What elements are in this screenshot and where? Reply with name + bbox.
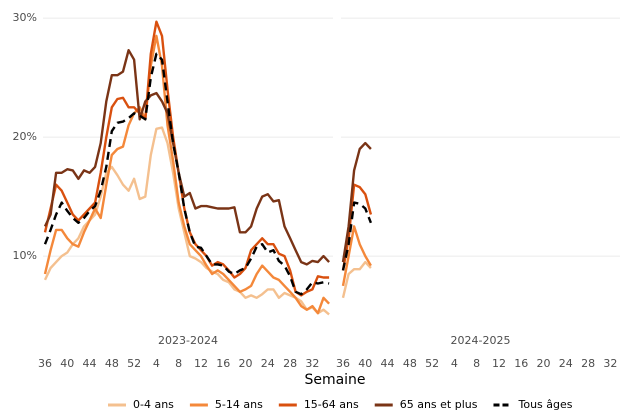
x-tick-label: 20 bbox=[239, 357, 253, 370]
x-tick-label: 24 bbox=[261, 357, 275, 370]
facet-label: 2023-2024 bbox=[158, 334, 218, 347]
y-tick-label: 30% bbox=[13, 11, 37, 24]
x-tick-label: 36 bbox=[336, 357, 350, 370]
x-tick-label: 48 bbox=[403, 357, 417, 370]
series-line bbox=[43, 34, 330, 315]
x-tick-label: 40 bbox=[358, 357, 372, 370]
x-tick-label: 20 bbox=[537, 357, 551, 370]
x-tick-label: 32 bbox=[603, 357, 617, 370]
series-line bbox=[43, 52, 330, 296]
legend-item: 0-4 ans bbox=[108, 398, 174, 411]
x-tick-label: 12 bbox=[194, 357, 208, 370]
series-line bbox=[43, 126, 330, 316]
x-tick-label: 44 bbox=[83, 357, 97, 370]
x-tick-label: 44 bbox=[381, 357, 395, 370]
x-tick-label: 24 bbox=[559, 357, 573, 370]
x-tick-label: 32 bbox=[305, 357, 319, 370]
x-tick-label: 28 bbox=[283, 357, 297, 370]
x-tick-label: 16 bbox=[514, 357, 528, 370]
series-line bbox=[341, 141, 372, 263]
legend-label: 65 ans et plus bbox=[400, 398, 478, 411]
x-tick-label: 40 bbox=[60, 357, 74, 370]
series-line bbox=[341, 225, 372, 287]
legend-item: 15-64 ans bbox=[278, 398, 359, 411]
legend-label: Tous âges bbox=[517, 398, 572, 411]
x-tick-label: 8 bbox=[175, 357, 182, 370]
legend-label: 0-4 ans bbox=[133, 398, 174, 411]
y-tick-label: 10% bbox=[13, 249, 37, 262]
series-line bbox=[43, 49, 330, 266]
series-line bbox=[341, 260, 372, 299]
x-tick-label: 4 bbox=[153, 357, 160, 370]
x-tick-label: 4 bbox=[451, 357, 458, 370]
legend-label: 15-64 ans bbox=[304, 398, 359, 411]
x-tick-label: 52 bbox=[127, 357, 141, 370]
legend-item: 65 ans et plus bbox=[374, 398, 478, 411]
x-tick-label: 8 bbox=[473, 357, 480, 370]
series-line bbox=[341, 201, 373, 271]
x-tick-label: 36 bbox=[38, 357, 52, 370]
x-tick-label: 12 bbox=[492, 357, 506, 370]
legend-label: 5-14 ans bbox=[215, 398, 263, 411]
x-tick-label: 52 bbox=[425, 357, 439, 370]
facet-label: 2024-2025 bbox=[451, 334, 511, 347]
legend-item: Tous âges bbox=[493, 398, 573, 411]
x-tick-label: 28 bbox=[581, 357, 595, 370]
x-axis-title: Semaine bbox=[304, 372, 365, 388]
x-tick-label: 48 bbox=[105, 357, 119, 370]
series-line bbox=[43, 20, 330, 297]
legend-item: 5-14 ans bbox=[189, 398, 263, 411]
x-tick-label: 16 bbox=[216, 357, 230, 370]
y-tick-label: 20% bbox=[13, 130, 37, 143]
